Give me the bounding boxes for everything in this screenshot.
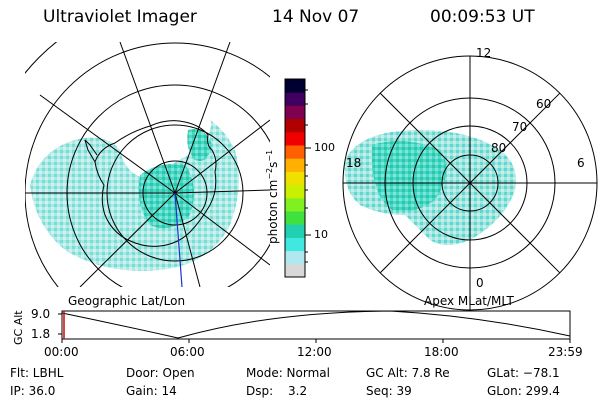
dsp-value: 3.2 <box>288 384 308 398</box>
observation-date: 14 Nov 07 <box>272 7 360 27</box>
mlat-label-70: 70 <box>512 120 528 134</box>
colorbar-segment <box>285 79 305 93</box>
colorbar-segment <box>285 211 305 225</box>
time-tick-2359: 23:59 <box>548 345 583 359</box>
altitude-axis-label: GC Alt <box>12 310 25 345</box>
colorbar-segment <box>285 197 305 212</box>
colorbar-segment <box>285 224 305 238</box>
glat-info: GLat: −78.1 <box>487 366 560 380</box>
mlt-label-18: 18 <box>346 156 362 170</box>
time-tick-1800: 18:00 <box>424 345 459 359</box>
glon-info: GLon: 299.4 <box>487 384 560 398</box>
colorbar-segment <box>285 237 305 252</box>
seq-info: Seq: 39 <box>366 384 412 398</box>
mode-info: Mode: Normal <box>246 366 330 380</box>
mlt-label-6: 6 <box>577 156 585 170</box>
gc-alt-info: GC Alt: 7.8 Re <box>366 366 450 380</box>
aurora-emission-left <box>30 120 239 271</box>
colorbar-segment <box>285 184 305 199</box>
colorbar-tick-10: 10 <box>314 228 328 241</box>
door-info: Door: Open <box>126 366 195 380</box>
colorbar-segment <box>285 171 305 186</box>
antarctica-coastline <box>94 120 217 247</box>
colorbar-segment <box>285 105 305 120</box>
mlt-label-12: 12 <box>476 46 492 60</box>
magnetic-panel <box>342 55 598 311</box>
filter-info: Flt: LBHL <box>10 366 64 380</box>
ip-info: IP: 36.0 <box>10 384 56 398</box>
colorbar-segment <box>285 263 305 278</box>
colorbar-segment <box>285 158 305 172</box>
mlt-label-0: 0 <box>476 276 484 290</box>
mlat-label-80: 80 <box>491 141 507 155</box>
time-tick-0600: 06:00 <box>170 345 205 359</box>
altitude-max-label: 9.0 <box>31 307 51 321</box>
time-tick-0000: 00:00 <box>44 345 79 359</box>
time-tick-1200: 12:00 <box>297 345 332 359</box>
colorbar-segment <box>285 118 305 133</box>
geographic-caption: Geographic Lat/Lon <box>68 294 186 308</box>
dsp-label: Dsp: <box>246 384 274 398</box>
colorbar-tick-100: 100 <box>314 141 335 154</box>
altitude-min-label: 1.8 <box>31 327 51 341</box>
colorbar-units: photon cm−2s−1 <box>265 149 280 244</box>
intensity-colorbar <box>285 79 305 278</box>
colorbar-segment <box>285 92 305 106</box>
mlat-label-60: 60 <box>536 97 552 111</box>
gain-info: Gain: 14 <box>126 384 177 398</box>
observation-time: 00:09:53 UT <box>430 7 535 27</box>
colorbar-segment <box>285 250 305 265</box>
magnetic-caption: Apex MLat/MLT <box>424 294 514 308</box>
instrument-title: Ultraviolet Imager <box>43 7 197 27</box>
colorbar-segment <box>285 145 305 159</box>
altitude-plot <box>58 310 571 343</box>
aurora-emission-right <box>344 130 516 245</box>
colorbar-segment <box>285 131 305 146</box>
geographic-panel <box>25 42 270 287</box>
